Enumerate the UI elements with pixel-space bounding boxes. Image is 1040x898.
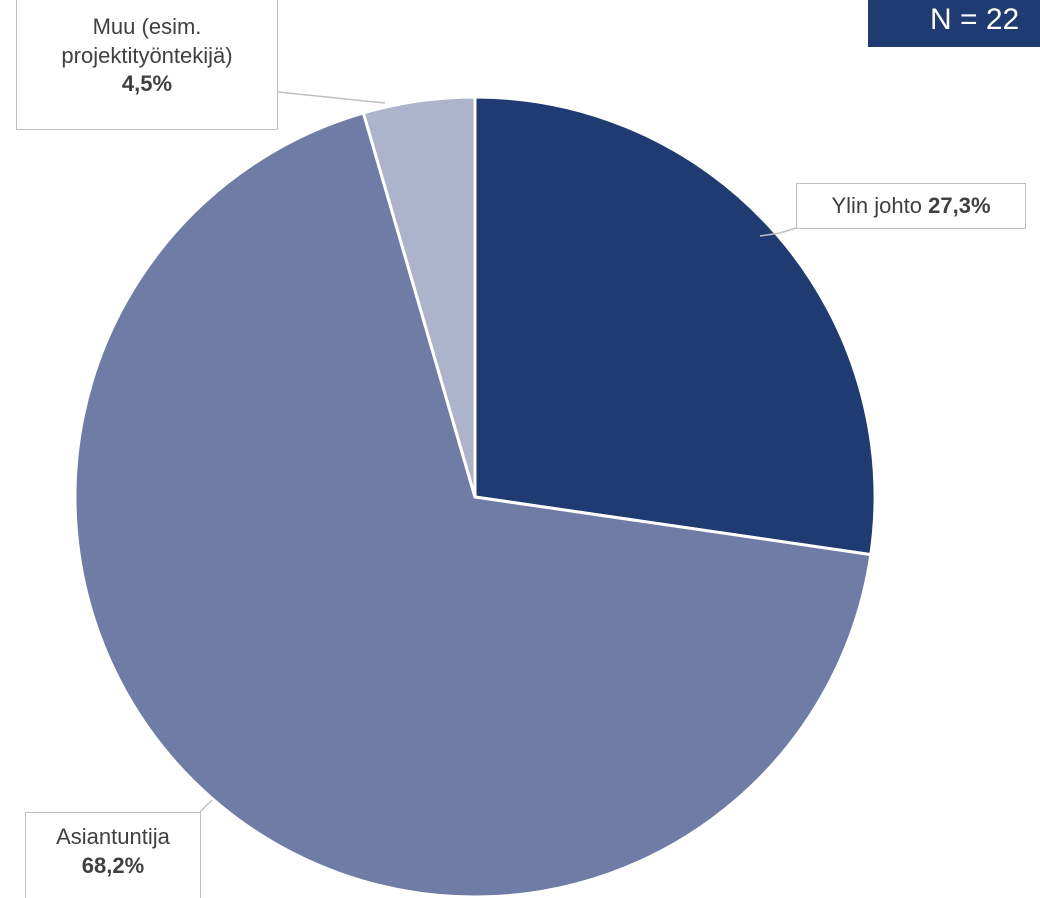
data-label: Ylin johto 27,3% bbox=[796, 183, 1026, 229]
slice bbox=[73, 111, 873, 898]
leader-line bbox=[199, 799, 213, 813]
leader-line bbox=[759, 227, 797, 237]
slice-name: Muu (esim. projektityöntekijä) bbox=[61, 14, 233, 68]
leader-line bbox=[277, 91, 386, 104]
sample-size: N = 22 bbox=[868, 0, 1040, 47]
value-label: 68,2% bbox=[81, 852, 145, 878]
slice-name: Ylin johto bbox=[831, 193, 922, 218]
slices bbox=[73, 95, 877, 898]
value-label: 27,3% bbox=[928, 193, 991, 218]
data-label: Asiantuntija 68,2% bbox=[25, 812, 201, 898]
slice bbox=[361, 95, 477, 498]
value-label: 4,5% bbox=[121, 71, 173, 97]
slice bbox=[473, 95, 877, 557]
slice-name: Asiantuntija bbox=[56, 824, 170, 849]
data-label: Muu (esim. projektityöntekijä) 4,5% bbox=[16, 0, 278, 130]
